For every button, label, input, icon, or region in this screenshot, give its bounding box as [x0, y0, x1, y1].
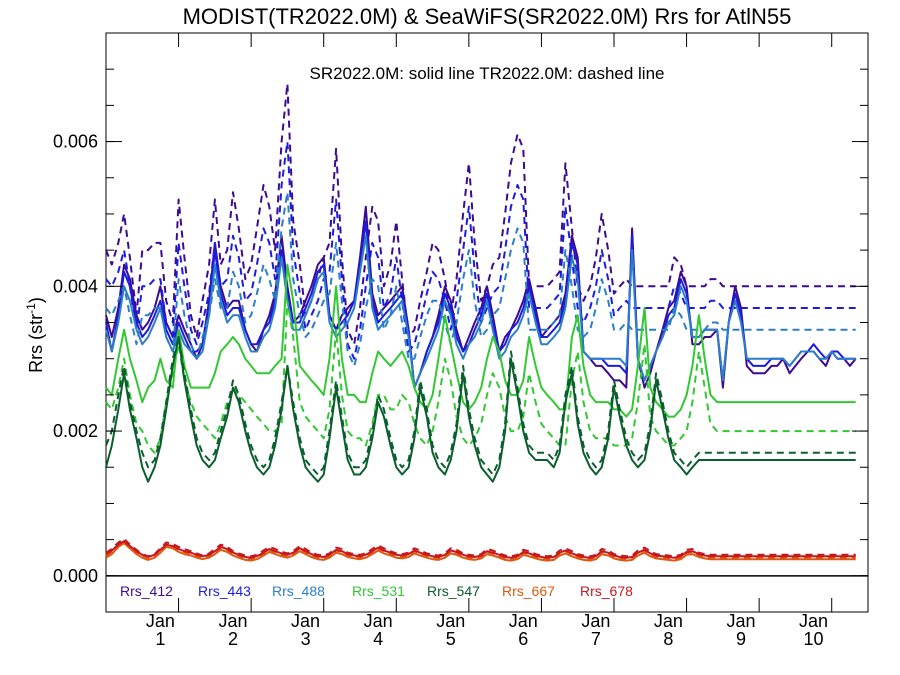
x-tick-label-year: 6 [518, 629, 528, 649]
axes-layer: 0.0000.0020.0040.006Jan1Jan2Jan3Jan4Jan5… [53, 32, 868, 649]
y-axis-label: Rrs (str-1) [24, 297, 46, 373]
x-tick-label-year: 9 [736, 629, 746, 649]
x-tick-label-year: 8 [663, 629, 673, 649]
legend: Rrs_412 Rrs_443 Rrs_488 Rrs_531 Rrs_547 Rrs_6… [120, 583, 633, 599]
series-line-rrs-547-dashed [105, 336, 856, 476]
series-line-rrs-678-dashed [105, 537, 856, 558]
legend-label-rrs-488: Rrs_488 [272, 583, 325, 599]
x-tick-label-month: Jan [726, 611, 755, 631]
plot-area [105, 32, 869, 613]
series-layer [105, 82, 857, 562]
x-tick-label-month: Jan [509, 611, 538, 631]
legend-label-rrs-443: Rrs_443 [198, 583, 251, 599]
series-line-rrs-547-solid [105, 336, 856, 483]
series-line-rrs-531-solid [105, 263, 856, 418]
x-tick-label-year: 2 [228, 629, 238, 649]
x-tick-label-year: 7 [591, 629, 601, 649]
y-axis-label-superscript: -1 [24, 303, 38, 314]
y-tick-label: 0.004 [53, 276, 98, 296]
x-tick-label-month: Jan [291, 611, 320, 631]
series-line-rrs-667-dashed [105, 540, 856, 561]
x-tick-label-year: 10 [804, 629, 824, 649]
legend-label-rrs-667: Rrs_667 [502, 583, 555, 599]
x-tick-label-month: Jan [146, 611, 175, 631]
x-tick-label-month: Jan [799, 611, 828, 631]
legend-label-rrs-678: Rrs_678 [580, 583, 633, 599]
x-tick-label-month: Jan [581, 611, 610, 631]
x-tick-label-month: Jan [436, 611, 465, 631]
series-line-rrs-488-dashed [105, 191, 856, 367]
x-tick-label-year: 1 [155, 629, 165, 649]
y-tick-label: 0.006 [53, 132, 98, 152]
legend-label-rrs-547: Rrs_547 [427, 583, 480, 599]
legend-label-rrs-531: Rrs_531 [352, 583, 405, 599]
y-tick-label: 0.002 [53, 421, 98, 441]
x-tick-label-month: Jan [364, 611, 393, 631]
x-tick-label-year: 3 [301, 629, 311, 649]
x-tick-label-month: Jan [218, 611, 247, 631]
series-line-rrs-678-solid [105, 540, 856, 559]
legend-label-rrs-412: Rrs_412 [120, 583, 173, 599]
series-line-rrs-488-solid [105, 234, 856, 389]
y-axis-label-text: Rrs (str [26, 314, 46, 373]
series-line-rrs-667-solid [105, 542, 856, 562]
y-tick-label: 0.000 [53, 566, 98, 586]
chart-subtitle: SR2022.0M: solid line TR2022.0M: dashed … [309, 64, 664, 83]
x-tick-label-month: Jan [654, 611, 683, 631]
x-tick-label-year: 4 [373, 629, 383, 649]
plot-frame [105, 32, 869, 613]
series-line-rrs-412-dashed [105, 82, 856, 346]
chart-title: MODIST(TR2022.0M) & SeaWiFS(SR2022.0M) R… [183, 4, 792, 29]
y-axis-label-close: ) [26, 297, 46, 303]
x-tick-label-year: 5 [446, 629, 456, 649]
